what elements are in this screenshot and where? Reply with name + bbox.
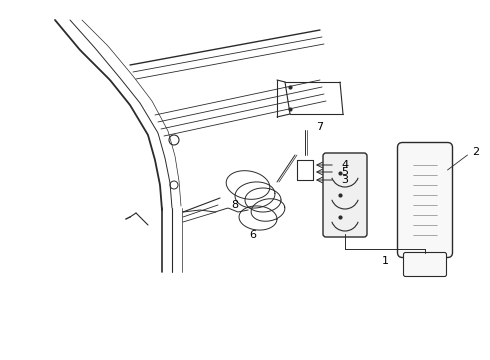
Text: 6: 6: [249, 230, 256, 240]
Text: 7: 7: [317, 122, 323, 132]
FancyBboxPatch shape: [323, 153, 367, 237]
Text: 4: 4: [342, 160, 348, 170]
Text: 5: 5: [342, 167, 348, 177]
Text: 3: 3: [342, 175, 348, 185]
Text: 8: 8: [231, 200, 239, 210]
Text: 2: 2: [472, 147, 479, 157]
FancyBboxPatch shape: [403, 252, 446, 276]
Text: 1: 1: [382, 256, 389, 266]
FancyBboxPatch shape: [397, 143, 452, 257]
